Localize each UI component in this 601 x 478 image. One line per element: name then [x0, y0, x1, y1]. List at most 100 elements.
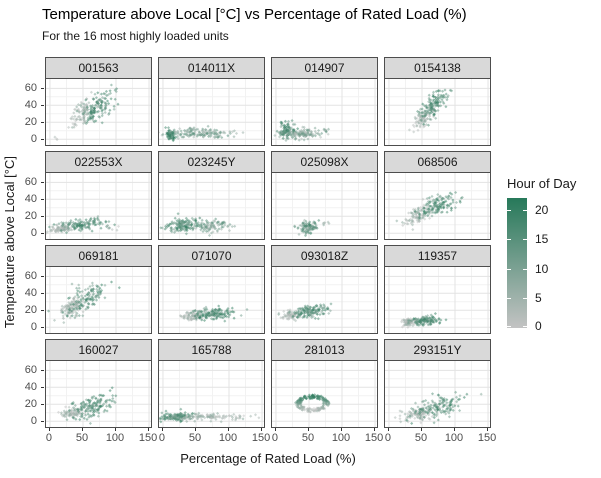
y-axis-tick — [41, 233, 44, 235]
legend-colorbar-tick — [523, 239, 527, 241]
x-tick-label: 100 — [105, 432, 125, 444]
x-axis-tick — [387, 428, 389, 431]
scatter-points — [395, 190, 464, 232]
facet-label: 014907 — [304, 61, 345, 75]
facet-069181: 069181 — [45, 245, 152, 334]
facet-strip: 014011X — [158, 57, 265, 79]
gridlines — [272, 79, 377, 145]
facet-panel — [158, 173, 265, 240]
y-axis-tick — [41, 139, 44, 141]
legend-colorbar-tick — [523, 268, 527, 270]
facet-strip: 281013 — [271, 339, 378, 361]
x-tick-label: 150 — [477, 432, 497, 444]
facet-panel — [45, 79, 152, 146]
facet-panel — [45, 173, 152, 240]
facet-293151Y: 293151Y — [384, 339, 491, 428]
y-axis-tick — [41, 276, 44, 278]
gridlines — [385, 267, 490, 333]
facet-label: 093018Z — [300, 249, 349, 263]
facet-label: 071070 — [191, 249, 232, 263]
x-axis-tick — [341, 428, 342, 431]
facet-panel — [384, 361, 491, 428]
x-axis-tick — [148, 428, 150, 431]
scatter-points — [407, 88, 454, 134]
gridlines — [46, 173, 151, 239]
facet-strip: 071070 — [158, 245, 265, 267]
y-tick-label: 20 — [24, 398, 37, 411]
facet-strip: 014907 — [271, 57, 378, 79]
x-tick-label: 50 — [414, 432, 428, 444]
gridlines — [159, 267, 264, 333]
y-tick-label: 0 — [30, 321, 37, 334]
facet-093018Z: 093018Z — [271, 245, 378, 334]
x-tick-label: 50 — [75, 432, 89, 444]
facet-panel — [384, 173, 491, 240]
legend-tick-label: 5 — [535, 291, 542, 306]
legend-colorbar-tick — [523, 209, 527, 211]
y-axis-tick — [41, 370, 44, 372]
x-axis-tick — [194, 428, 196, 431]
gridlines — [46, 79, 151, 145]
legend-colorbar-tick — [507, 326, 511, 327]
facet-071070: 071070 — [158, 245, 265, 334]
y-axis-tick — [41, 387, 44, 389]
facet-label: 025098X — [300, 155, 349, 169]
facet-025098X: 025098X — [271, 151, 378, 240]
facet-strip: 069181 — [45, 245, 152, 267]
y-tick-label: 60 — [24, 82, 37, 95]
x-axis-tick — [48, 428, 50, 431]
x-tick-label: 0 — [271, 432, 279, 444]
y-tick-label: 60 — [24, 176, 37, 189]
facet-strip: 119357 — [384, 245, 491, 267]
facet-panel — [384, 79, 491, 146]
y-tick-label: 20 — [24, 304, 37, 317]
y-tick-label: 20 — [24, 210, 37, 223]
y-tick-label: 40 — [24, 381, 37, 394]
facet-strip: 160027 — [45, 339, 152, 361]
legend-colorbar-tick — [507, 239, 511, 241]
facet-panel — [271, 267, 378, 334]
facet-strip: 093018Z — [271, 245, 378, 267]
y-axis-tick — [41, 404, 44, 406]
x-tick-label: 0 — [45, 432, 53, 444]
facet-label: 293151Y — [413, 343, 462, 357]
facet-strip: 165788 — [158, 339, 265, 361]
x-axis-title: Percentage of Rated Load (%) — [180, 451, 356, 466]
gridlines — [46, 267, 151, 333]
y-axis-tick — [41, 421, 44, 423]
x-tick-label: 100 — [218, 432, 238, 444]
facet-label: 023245Y — [187, 155, 236, 169]
facet-014907: 014907 — [271, 57, 378, 146]
legend-colorbar-tick — [523, 298, 527, 300]
facet-strip: 025098X — [271, 151, 378, 173]
facet-strip: 001563 — [45, 57, 152, 79]
scatter-points — [159, 407, 261, 424]
facet-001563: 001563 — [45, 57, 152, 146]
y-axis-tick — [41, 105, 44, 107]
x-tick-label: 50 — [301, 432, 315, 444]
scatter-points — [178, 304, 249, 323]
facet-panel — [45, 267, 152, 334]
facet-strip: 0154138 — [384, 57, 491, 79]
facet-label: 281013 — [304, 343, 345, 357]
x-tick-label: 0 — [158, 432, 166, 444]
x-axis-tick — [161, 428, 163, 431]
legend-colorbar-tick — [523, 326, 527, 327]
facet-label: 160027 — [78, 343, 119, 357]
x-tick-label: 0 — [384, 432, 392, 444]
x-tick-label: 150 — [138, 432, 158, 444]
x-tick-label: 150 — [364, 432, 384, 444]
chart-title: Temperature above Local [°C] vs Percenta… — [42, 6, 467, 23]
facet-panel — [45, 361, 152, 428]
legend-title: Hour of Day — [507, 176, 577, 191]
facet-label: 069181 — [78, 249, 119, 263]
legend-colorbar-tick — [507, 298, 511, 300]
facet-0154138: 0154138 — [384, 57, 491, 146]
gridlines — [272, 173, 377, 239]
scatter-points — [293, 218, 331, 238]
y-axis-tick — [41, 122, 44, 124]
x-axis-tick — [261, 428, 263, 431]
legend-colorbar-tick — [507, 268, 511, 270]
facet-label: 0154138 — [414, 61, 461, 75]
